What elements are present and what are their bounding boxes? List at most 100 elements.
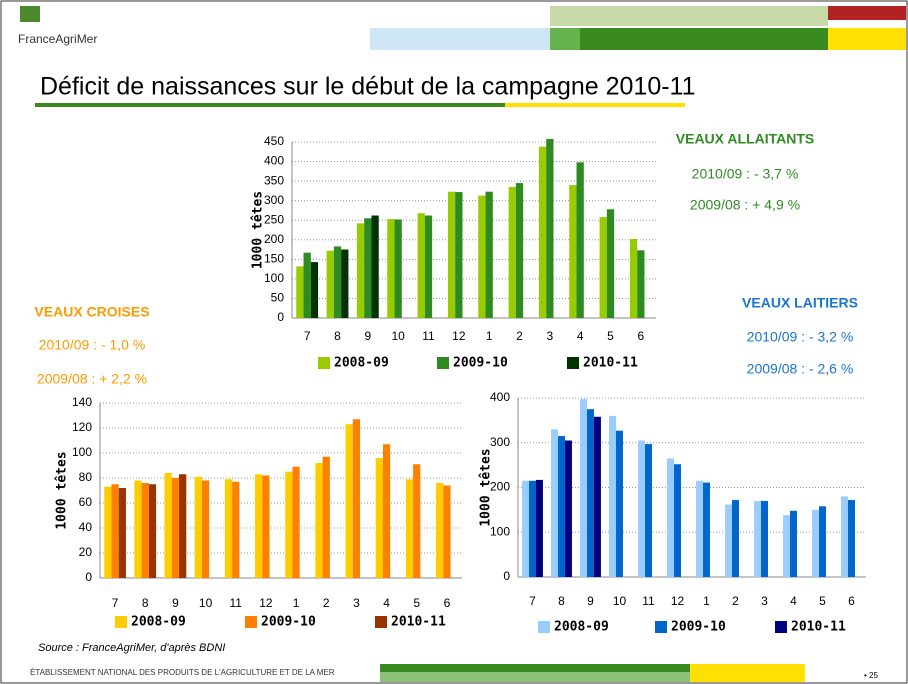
x-tick-label: 4 — [790, 594, 797, 608]
y-tick-label: 50 — [271, 291, 285, 305]
x-tick-label: 4 — [383, 596, 390, 610]
bar — [164, 473, 172, 578]
bar — [638, 440, 646, 577]
x-tick-label: 3 — [546, 329, 553, 343]
x-tick-label: 9 — [172, 596, 179, 610]
x-tick-label: 6 — [637, 329, 644, 343]
bar — [292, 466, 300, 578]
legend-label: 2010-11 — [391, 615, 446, 630]
x-tick-label: 4 — [577, 329, 584, 343]
x-tick-label: 3 — [761, 594, 768, 608]
x-tick-label: 5 — [413, 596, 420, 610]
bar — [315, 463, 323, 578]
bar — [580, 398, 588, 577]
legend-label: 2008-09 — [554, 620, 609, 635]
x-tick-label: 11 — [230, 596, 243, 610]
bar — [310, 262, 319, 318]
bar — [201, 480, 210, 578]
bar — [455, 192, 463, 318]
x-tick-label: 2 — [732, 594, 739, 608]
footer-band — [380, 672, 690, 682]
bar — [405, 479, 414, 578]
bar — [141, 483, 149, 578]
y-tick-label: 40 — [79, 520, 93, 534]
slide-title: Déficit de naissances sur le début de la… — [40, 73, 696, 101]
bar — [593, 416, 601, 577]
bar — [645, 444, 652, 577]
bar — [255, 474, 263, 578]
legend-swatch — [437, 357, 449, 369]
legend-swatch — [538, 621, 550, 633]
x-tick-label: 11 — [422, 329, 435, 343]
bar — [674, 464, 681, 577]
bar — [413, 464, 421, 578]
bar — [558, 436, 565, 577]
header-band — [828, 6, 906, 20]
y-tick-label: 20 — [79, 545, 93, 559]
y-tick-label: 300 — [264, 193, 284, 207]
annotation: 2010/09 : - 1,0 % — [39, 337, 146, 353]
y-tick-label: 120 — [72, 420, 92, 434]
bar — [262, 475, 270, 578]
y-axis-label: 1000 têtes — [251, 191, 266, 269]
x-tick-label: 1 — [486, 329, 493, 343]
source: Source : FranceAgriMer, d'après BDNI — [38, 642, 225, 654]
legend-label: 2008-09 — [131, 615, 186, 630]
bar — [725, 504, 733, 577]
y-tick-label: 200 — [490, 480, 510, 494]
bar — [118, 488, 126, 578]
page-number: • 25 — [864, 671, 878, 680]
legend-swatch — [318, 357, 330, 369]
x-tick-label: 10 — [613, 594, 627, 608]
bar — [667, 458, 675, 577]
x-tick-label: 12 — [671, 594, 685, 608]
y-tick-label: 140 — [72, 395, 92, 409]
bar — [326, 250, 334, 318]
header-band — [550, 28, 580, 50]
bar — [436, 483, 444, 578]
y-tick-label: 400 — [264, 154, 284, 168]
bar — [224, 479, 233, 578]
bar — [485, 191, 493, 318]
x-tick-label: 5 — [607, 329, 614, 343]
y-tick-label: 200 — [264, 232, 284, 246]
bar — [134, 480, 142, 578]
bar — [564, 440, 572, 577]
y-tick-label: 60 — [79, 495, 93, 509]
bar — [171, 478, 180, 578]
legend-label: 2010-11 — [583, 356, 638, 371]
x-tick-label: 10 — [391, 329, 405, 343]
y-tick-label: 0 — [85, 570, 92, 584]
y-tick-label: 100 — [490, 524, 510, 538]
bar — [754, 500, 762, 577]
bar — [364, 218, 372, 318]
bar — [606, 209, 615, 318]
bar — [761, 500, 768, 577]
bar — [535, 479, 543, 577]
y-tick-label: 350 — [264, 173, 284, 187]
legend-label: 2009-10 — [453, 356, 508, 371]
header-band — [828, 28, 906, 50]
bar — [576, 162, 584, 318]
x-tick-label: 6 — [848, 594, 855, 608]
bar — [599, 217, 607, 318]
bar — [333, 246, 342, 318]
x-tick-label: 8 — [558, 594, 565, 608]
chart-title: VEAUX LAITIERS — [742, 295, 858, 311]
bar — [148, 484, 157, 578]
chart-title: VEAUX ALLAITANTS — [676, 131, 814, 147]
y-tick-label: 150 — [264, 252, 284, 266]
y-tick-label: 300 — [490, 435, 510, 449]
bar — [790, 510, 797, 577]
bar — [443, 485, 451, 578]
bar — [478, 195, 486, 318]
title-rule — [35, 103, 505, 107]
bar — [703, 482, 710, 577]
legend-label: 2009-10 — [261, 615, 316, 630]
annotation: 2009/08 : - 2,6 % — [747, 361, 854, 377]
bar — [569, 185, 577, 318]
x-tick-label: 6 — [444, 596, 451, 610]
bar — [609, 415, 617, 577]
y-tick-label: 0 — [277, 310, 284, 324]
